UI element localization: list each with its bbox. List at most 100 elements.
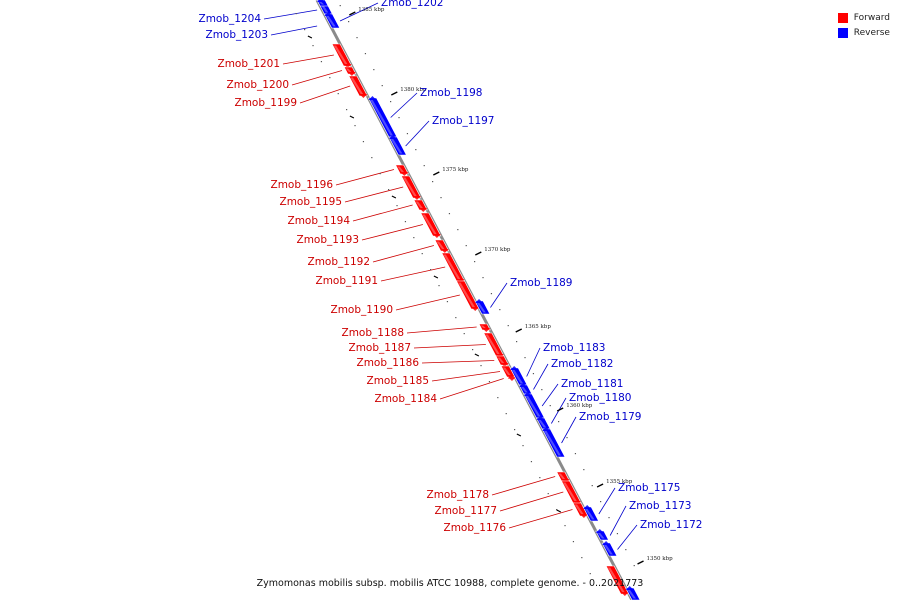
gene-label-zmob-1198: Zmob_1198 bbox=[420, 87, 482, 99]
scale-ticks: 1385 kbp 1380 kbp 1375 kbp 1370 kbp 1365 kbp… bbox=[348, 7, 673, 565]
gene-arrow-tip bbox=[317, 0, 325, 2]
axis-dot bbox=[373, 69, 375, 71]
gene-highlight bbox=[525, 395, 541, 417]
gene-label-zmob-1177: Zmob_1177 bbox=[435, 505, 497, 517]
gene-highlight bbox=[502, 367, 511, 376]
gene-label-zmob-1199: Zmob_1199 bbox=[235, 97, 297, 109]
axis-dot bbox=[421, 253, 423, 255]
tick-label: 1385 kbp bbox=[358, 7, 385, 13]
tick-label: 1370 kbp bbox=[484, 247, 511, 253]
gene-label-zmob-1176: Zmob_1176 bbox=[444, 522, 507, 534]
gene-block-zmob-1195 bbox=[400, 175, 422, 200]
gene-block-zmob-1192 bbox=[434, 239, 450, 253]
gene-label-zmob-1181: Zmob_1181 bbox=[561, 378, 623, 390]
axis-dot bbox=[524, 357, 526, 359]
axis-dot bbox=[329, 77, 331, 79]
axis-dot bbox=[379, 173, 381, 175]
label-connector bbox=[499, 491, 564, 512]
gene-arrow-tip bbox=[440, 249, 449, 253]
axis-dots bbox=[295, 5, 635, 575]
label-connector bbox=[380, 266, 446, 282]
gene-body bbox=[434, 239, 450, 252]
gene-block-zmob-1197 bbox=[388, 135, 407, 156]
gene-arrow-tip bbox=[579, 514, 588, 518]
gene-arrow-tip bbox=[482, 328, 491, 332]
gene-highlight bbox=[597, 532, 605, 539]
label-connector bbox=[339, 2, 379, 22]
axis-dot bbox=[608, 517, 610, 519]
gene-body bbox=[400, 175, 422, 199]
gene-arrow-tip bbox=[343, 64, 352, 68]
gene-highlight bbox=[497, 357, 505, 364]
axis-dot bbox=[339, 5, 341, 7]
axis-dot bbox=[440, 197, 442, 199]
gene-highlight bbox=[627, 589, 636, 599]
tick-label: 1365 kbp bbox=[525, 324, 552, 330]
gene-highlight bbox=[607, 567, 625, 593]
gene-block-zmob-1181 bbox=[523, 392, 545, 419]
axis-dot bbox=[482, 277, 484, 279]
gene-blocks bbox=[316, 0, 641, 600]
axis-dot bbox=[356, 37, 358, 39]
tick-mark bbox=[348, 11, 356, 16]
gene-block-zmob-1203 bbox=[316, 0, 329, 7]
axis-dot bbox=[463, 333, 465, 335]
axis-dot bbox=[371, 157, 373, 159]
gene-block-zmob-1200 bbox=[343, 66, 357, 76]
tick-label: 1355 kbp bbox=[606, 479, 633, 485]
gene-block-zmob-1196 bbox=[395, 164, 409, 176]
label-connector bbox=[561, 416, 577, 444]
gene-arrow-tip bbox=[625, 586, 634, 590]
gene-label-zmob-1172: Zmob_1172 bbox=[640, 519, 702, 531]
gene-label-zmob-1193: Zmob_1193 bbox=[297, 234, 359, 246]
tick-mark bbox=[432, 171, 440, 176]
gene-label-zmob-1192: Zmob_1192 bbox=[308, 256, 370, 268]
gene-label-zmob-1187: Zmob_1187 bbox=[349, 342, 411, 354]
gene-highlight bbox=[318, 1, 325, 5]
gene-highlight bbox=[458, 282, 476, 308]
gene-arrow-tip bbox=[347, 72, 356, 76]
gene-label-zmob-1204: Zmob_1204 bbox=[199, 13, 262, 25]
gene-block-zmob-1173 bbox=[595, 529, 609, 541]
gene-body bbox=[348, 75, 368, 97]
tick-mark bbox=[474, 251, 482, 256]
gene-arrow-tip bbox=[507, 377, 516, 381]
axis-dot bbox=[541, 389, 543, 391]
gene-block-zmob-1172 bbox=[601, 541, 618, 557]
axis-dash bbox=[516, 433, 522, 437]
axis-dash bbox=[474, 353, 480, 357]
axis-dot bbox=[430, 269, 432, 271]
axis-dot bbox=[455, 317, 457, 319]
gene-label-zmob-1200: Zmob_1200 bbox=[227, 79, 289, 91]
label-connector bbox=[361, 224, 423, 241]
legend: Forward Reverse bbox=[837, 10, 890, 40]
gene-block-zmob-1184 bbox=[506, 377, 517, 381]
label-connector bbox=[609, 505, 627, 536]
label-connector bbox=[413, 344, 486, 349]
tick-label: 1360 kbp bbox=[566, 403, 593, 409]
axis-dot bbox=[472, 349, 474, 351]
gene-arrow-tip bbox=[583, 505, 592, 509]
reverse-label: Reverse bbox=[853, 27, 890, 38]
gene-arrow-tip bbox=[400, 172, 409, 176]
axis-dot bbox=[406, 133, 409, 135]
axis-dot bbox=[566, 437, 568, 439]
gene-body bbox=[331, 43, 353, 67]
forward-label: Forward bbox=[853, 12, 890, 23]
axis-dot bbox=[381, 85, 383, 87]
axis-dot bbox=[480, 365, 482, 367]
axis-dot bbox=[312, 45, 314, 47]
gene-body bbox=[420, 212, 442, 237]
gene-block-zmob-1198 bbox=[367, 96, 398, 138]
axis-dot bbox=[633, 565, 635, 567]
gene-label-zmob-1173: Zmob_1173 bbox=[629, 500, 691, 512]
gene-arrow-tip bbox=[595, 529, 604, 533]
gene-label-zmob-1201: Zmob_1201 bbox=[218, 58, 280, 70]
gene-block-zmob-1187 bbox=[483, 332, 505, 358]
label-connector bbox=[406, 326, 477, 334]
axis-dot bbox=[396, 205, 398, 207]
axis-dot bbox=[564, 525, 566, 527]
reverse-swatch bbox=[837, 27, 848, 38]
gene-arrow-tip bbox=[432, 234, 441, 238]
axis-dot bbox=[616, 533, 619, 535]
